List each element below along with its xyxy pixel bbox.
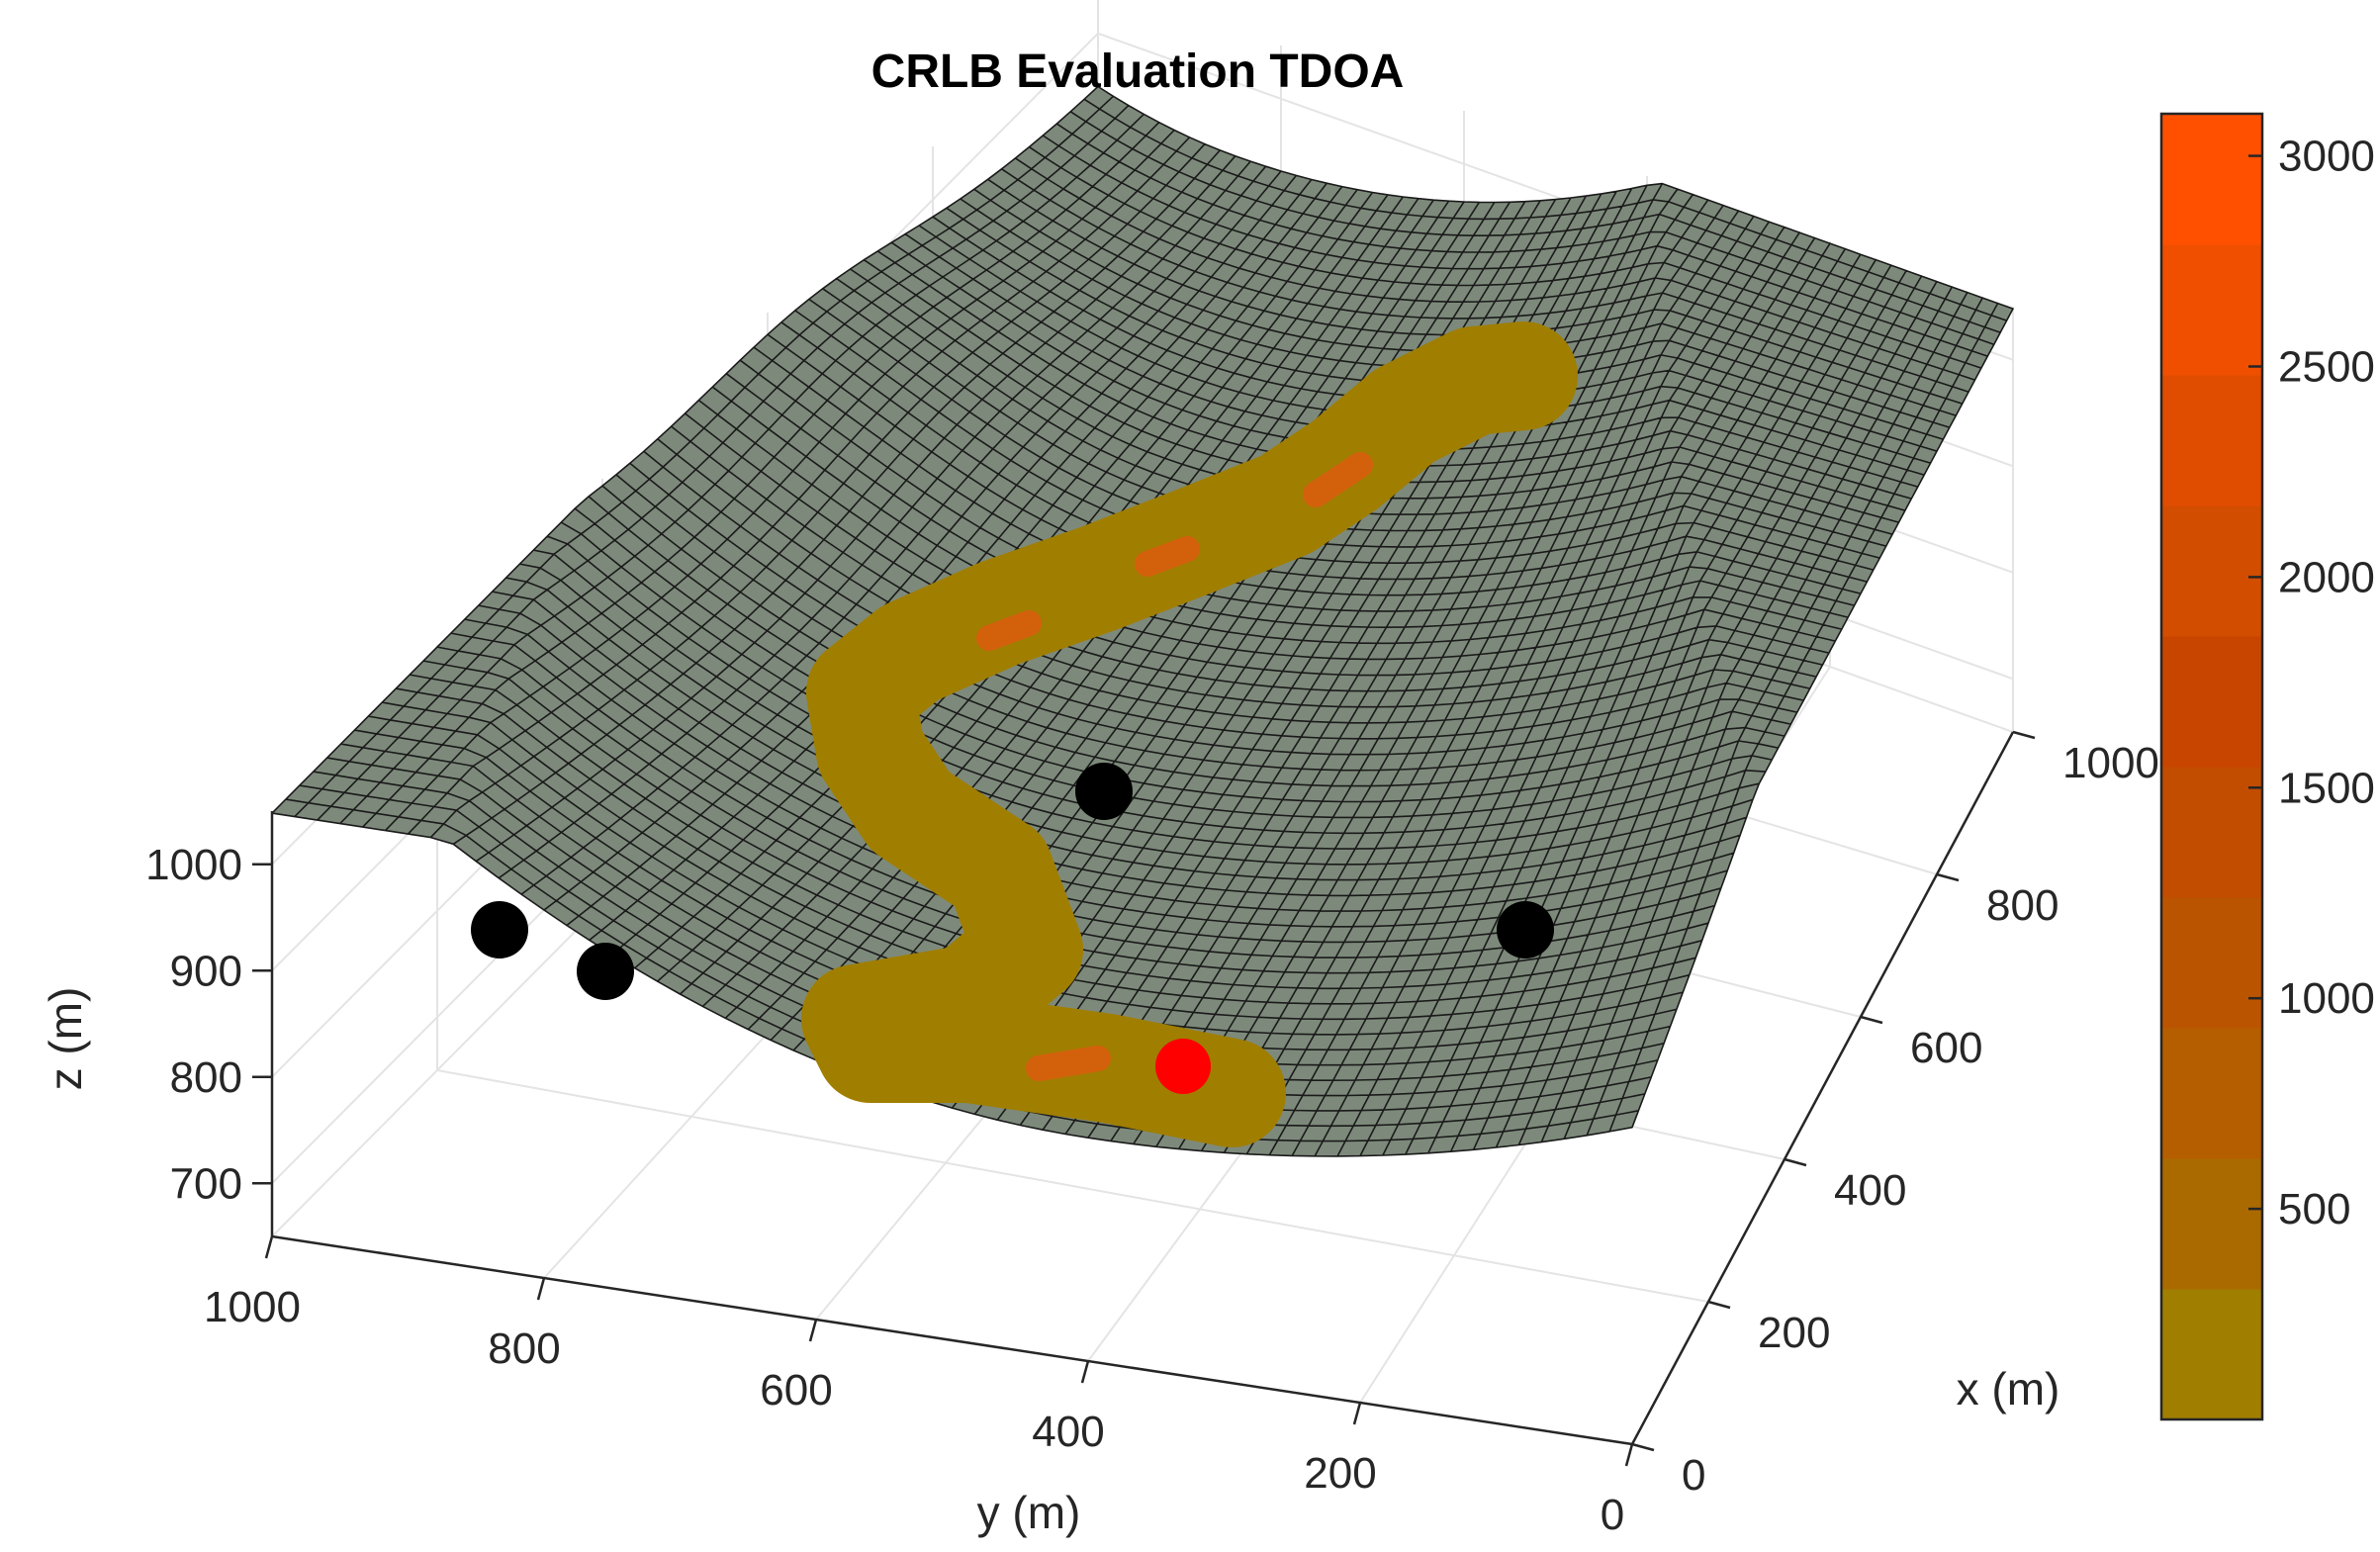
colorbar-tick-label: 1500 bbox=[2278, 764, 2375, 812]
colorbar-frame bbox=[2159, 112, 2264, 1421]
crlb-hot-streak bbox=[1135, 536, 1200, 577]
colorbar-tick-label: 3000 bbox=[2278, 133, 2375, 181]
y-tick-mark bbox=[536, 1277, 546, 1301]
y-axis-line bbox=[271, 1234, 1633, 1446]
y-tick-mark bbox=[264, 1235, 274, 1259]
receiver-1 bbox=[471, 901, 528, 959]
colorbar-tick-label: 2000 bbox=[2278, 553, 2375, 601]
crlb-band bbox=[801, 321, 1578, 1147]
z-axis-label: z (m) bbox=[40, 987, 91, 1091]
crlb-hot-streak bbox=[976, 610, 1042, 651]
z-tick-label: 1000 bbox=[145, 841, 242, 889]
x-tick-mark bbox=[1631, 1442, 1655, 1452]
z-tick-label: 800 bbox=[170, 1053, 242, 1102]
terrain-surface bbox=[271, 85, 2014, 1157]
x-tick-mark bbox=[1707, 1300, 1731, 1310]
receiver-4 bbox=[1497, 901, 1554, 959]
y-tick-label: 0 bbox=[1601, 1491, 1624, 1539]
colorbar-tick-label: 2500 bbox=[2278, 342, 2375, 391]
receiver-3 bbox=[1075, 763, 1133, 820]
y-axis-label: y (m) bbox=[977, 1487, 1081, 1538]
x-tick-label: 600 bbox=[1910, 1024, 1982, 1072]
y-tick-mark bbox=[808, 1319, 818, 1342]
y-tick-label: 200 bbox=[1304, 1449, 1376, 1498]
x-tick-mark bbox=[2012, 730, 2036, 740]
colorbar-segment bbox=[2161, 636, 2262, 768]
x-axis-line bbox=[1630, 731, 2015, 1445]
y-tick-label: 600 bbox=[760, 1366, 832, 1415]
target bbox=[1155, 1039, 1211, 1094]
colorbar-tick-label: 500 bbox=[2278, 1185, 2350, 1233]
x-tick-mark bbox=[1936, 872, 1960, 882]
y-tick-label: 1000 bbox=[204, 1283, 301, 1331]
x-tick-label: 200 bbox=[1758, 1309, 1830, 1357]
colorbar-segment bbox=[2161, 1158, 2262, 1290]
y-tick-label: 400 bbox=[1032, 1408, 1104, 1456]
y-tick-mark bbox=[1080, 1360, 1090, 1384]
crlb-hot-streak bbox=[1026, 1046, 1111, 1081]
x-tick-mark bbox=[1860, 1015, 1883, 1025]
terrain-mesh bbox=[271, 85, 2014, 1157]
axes: 0 200 400 600 800 1000 0 200 400 600 800 1000 700 800… bbox=[145, 730, 2159, 1539]
colorbar-segment bbox=[2161, 1289, 2262, 1420]
x-tick-mark bbox=[1784, 1157, 1807, 1167]
chart-title: CRLB Evaluation TDOA bbox=[871, 46, 1405, 98]
colorbar: 500 1000 1500 2000 2500 3000 bbox=[2159, 112, 2375, 1421]
grid-line bbox=[436, 1069, 1709, 1303]
x-tick-label: 400 bbox=[1834, 1166, 1906, 1215]
y-tick-label: 800 bbox=[488, 1324, 560, 1373]
colorbar-segment bbox=[2161, 897, 2262, 1029]
colorbar-segment bbox=[2161, 505, 2262, 637]
colorbar-segment bbox=[2161, 244, 2262, 376]
y-tick-mark bbox=[1352, 1402, 1362, 1425]
x-tick-label: 800 bbox=[1986, 881, 2059, 930]
x-tick-label: 1000 bbox=[2062, 739, 2159, 787]
markers bbox=[471, 763, 1554, 1094]
colorbar-segment bbox=[2161, 1028, 2262, 1159]
x-tick-label: 0 bbox=[1682, 1451, 1705, 1500]
receiver-2 bbox=[577, 943, 634, 1000]
crlb-hot-streak bbox=[1303, 452, 1373, 507]
z-tick-label: 900 bbox=[170, 947, 242, 995]
colorbar-segment bbox=[2161, 114, 2262, 245]
colorbar-segment bbox=[2161, 375, 2262, 506]
colorbar-segment bbox=[2161, 767, 2262, 898]
z-tick-label: 700 bbox=[170, 1159, 242, 1208]
colorbar-tick-label: 1000 bbox=[2278, 974, 2375, 1023]
y-tick-mark bbox=[1624, 1443, 1634, 1467]
x-axis-label: x (m) bbox=[1957, 1363, 2060, 1415]
